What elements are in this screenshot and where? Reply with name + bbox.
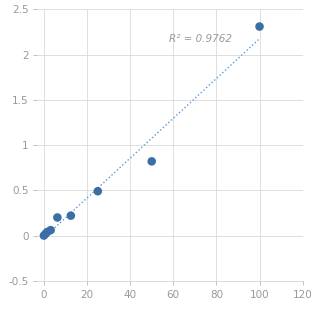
Point: [45, 229, 50, 234]
Point: [41, 233, 46, 238]
Point: [68, 213, 73, 218]
Point: [257, 24, 262, 29]
Point: [43, 231, 48, 236]
Point: [149, 159, 154, 164]
Point: [55, 215, 60, 220]
Point: [48, 228, 53, 233]
Text: R² = 0.9762: R² = 0.9762: [169, 34, 232, 44]
Point: [95, 189, 100, 194]
